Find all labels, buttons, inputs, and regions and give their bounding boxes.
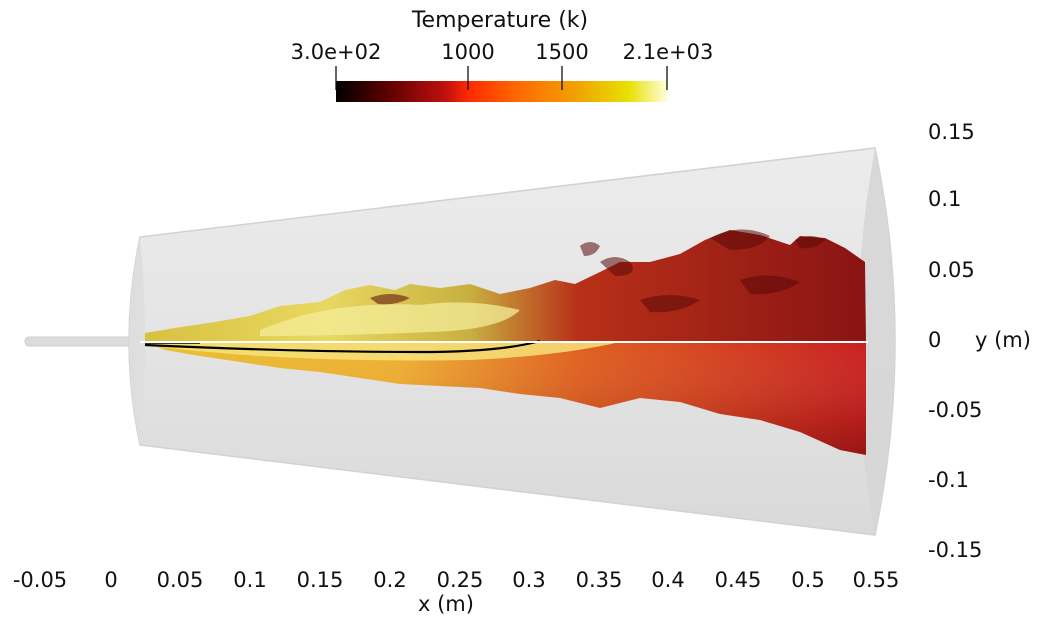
x-tick-label: 0.45 (714, 568, 762, 592)
stoichiometric-contour (144, 339, 541, 354)
y-tick-label: 0.15 (928, 120, 975, 144)
colorbar-ticks (335, 66, 668, 90)
chamber-outlet-face (857, 148, 895, 535)
x-tick-label: 0.55 (852, 568, 900, 592)
colorbar-tick-label: 3.0e+02 (290, 40, 382, 64)
flame-lower-shading (145, 342, 866, 455)
y-tick-label: -0.15 (928, 538, 983, 562)
x-tick-label: 0.05 (156, 568, 204, 592)
x-tick-label: 0.5 (791, 568, 825, 592)
colorbar-title: Temperature (k) (411, 8, 589, 33)
flame-upper-structures (370, 229, 825, 313)
x-tick-label: 0.1 (233, 568, 267, 592)
y-axis-label: y (m) (975, 328, 1031, 352)
y-tick-label: 0 (928, 328, 942, 352)
y-tick-label: -0.1 (928, 468, 969, 492)
colorbar-tick-label: 2.1e+03 (622, 40, 714, 64)
x-tick-label: 0.15 (296, 568, 344, 592)
x-tick-label: 0.3 (512, 568, 546, 592)
x-tick-label: 0.2 (373, 568, 407, 592)
x-tick-label: 0.25 (436, 568, 484, 592)
x-tick-label: -0.05 (12, 568, 68, 592)
chamber-inlet-face (129, 237, 145, 445)
x-axis-label: x (m) (418, 592, 474, 616)
y-tick-label: 0.05 (928, 258, 975, 282)
flame-upper-hot-core (260, 302, 520, 336)
x-tick-label: 0 (104, 568, 118, 592)
y-tick-label: 0.1 (928, 187, 962, 211)
colorbar-gradient (336, 81, 668, 102)
y-tick-label: -0.05 (928, 398, 983, 422)
x-tick-label: 0.4 (651, 568, 685, 592)
colorbar-tick-label: 1000 (441, 40, 495, 64)
x-tick-label: 0.35 (575, 568, 623, 592)
fuel-injector-pipe (24, 336, 141, 347)
colorbar-tick-label: 1500 (535, 40, 589, 64)
